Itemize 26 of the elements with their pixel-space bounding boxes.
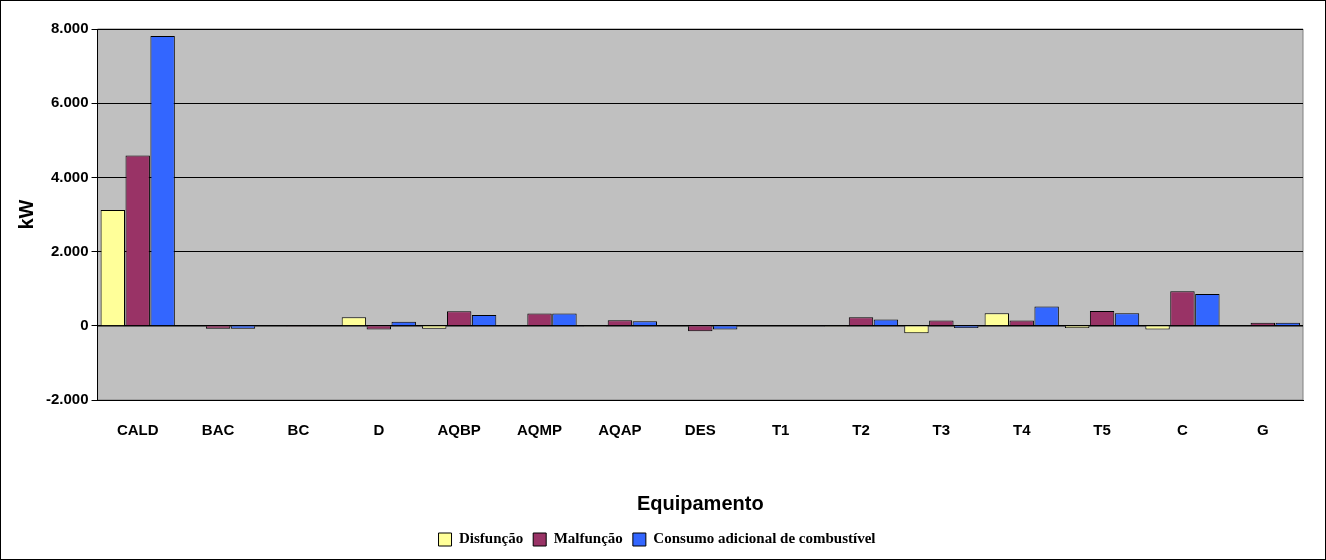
x-tick-label: BC [287, 421, 310, 439]
x-tick-label: T2 [852, 421, 870, 439]
x-tick-label: CALD [116, 421, 159, 439]
x-axis-title: Equipamento [636, 491, 764, 514]
x-tick-label: T4 [1012, 421, 1032, 439]
x-tick-label: G [1256, 421, 1269, 439]
x-tick-label: T1 [771, 421, 790, 439]
legend-label: Disfunção [459, 530, 524, 547]
legend-label: Consumo adicional de combustível [653, 530, 876, 547]
x-tick-label: D [373, 421, 385, 439]
y-axis-title: kW [14, 199, 37, 230]
x-tick-label: T5 [1093, 421, 1111, 439]
x-tick-label: C [1177, 421, 1189, 439]
y-tick-label: 4.000 [50, 167, 89, 185]
x-tick-label: DES [684, 421, 716, 439]
y-tick-label: 6.000 [50, 93, 89, 111]
x-tick-label: BAC [201, 421, 235, 439]
legend-label: Malfunção [553, 530, 623, 547]
y-tick-label: 0 [80, 315, 89, 333]
y-tick-label: 8.000 [50, 19, 89, 37]
x-tick-label: AQBP [437, 421, 481, 439]
y-tick-label: -2.000 [45, 390, 89, 408]
x-tick-label: T3 [932, 421, 951, 439]
x-tick-label: AQMP [517, 421, 563, 439]
x-tick-label: AQAP [598, 421, 642, 439]
y-tick-label: 2.000 [50, 241, 89, 259]
